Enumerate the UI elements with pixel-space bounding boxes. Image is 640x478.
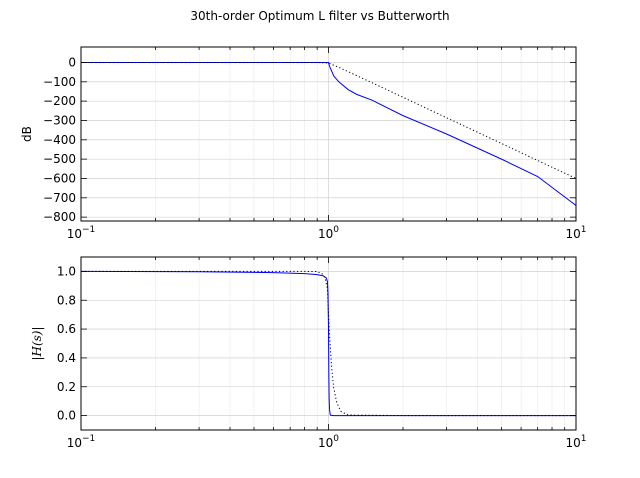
y-axis-label: |H(s)| (30, 326, 44, 360)
y-tick-label: 0.2 (57, 380, 76, 394)
y-tick-label: −700 (43, 191, 76, 205)
y-tick-label: −300 (43, 113, 76, 127)
x-tick-label: 101 (565, 434, 586, 450)
y-tick-label: −500 (43, 152, 76, 166)
butterworth-series-line (81, 270, 576, 417)
x-tick-label: 100 (318, 225, 339, 241)
optimum-l-series-line (81, 270, 576, 417)
y-tick-label: 0.8 (57, 293, 76, 307)
magnitude-panel: 10−1 100 101 0.0 0.2 0.4 0.6 0.8 1.0 |H(s)| (30, 256, 587, 450)
db-panel: 10−1 100 101 0 −100 −200 −300 −400 −500 −600 −700 −… (20, 46, 587, 241)
y-tick-label: 0 (68, 55, 76, 69)
y-axis-label: dB (20, 126, 34, 142)
y-tick-label: −200 (43, 94, 76, 108)
y-tick-label: −400 (43, 133, 76, 147)
y-tick-label: 0.0 (57, 409, 76, 423)
butterworth-series-line (81, 61, 576, 179)
y-tick-label: −600 (43, 171, 76, 185)
y-tick-label: 0.6 (57, 322, 76, 336)
x-tick-label: 10−1 (67, 434, 96, 450)
x-tick-label: 10−1 (67, 225, 96, 241)
x-tick-label: 100 (318, 434, 339, 450)
y-tick-label: −800 (43, 210, 76, 224)
chart-title: 30th-order Optimum L filter vs Butterwor… (190, 9, 449, 23)
y-tick-label: 0.4 (57, 351, 76, 365)
x-tick-label: 101 (565, 225, 586, 241)
y-tick-label: 1.0 (57, 264, 76, 278)
y-tick-label: −100 (43, 75, 76, 89)
